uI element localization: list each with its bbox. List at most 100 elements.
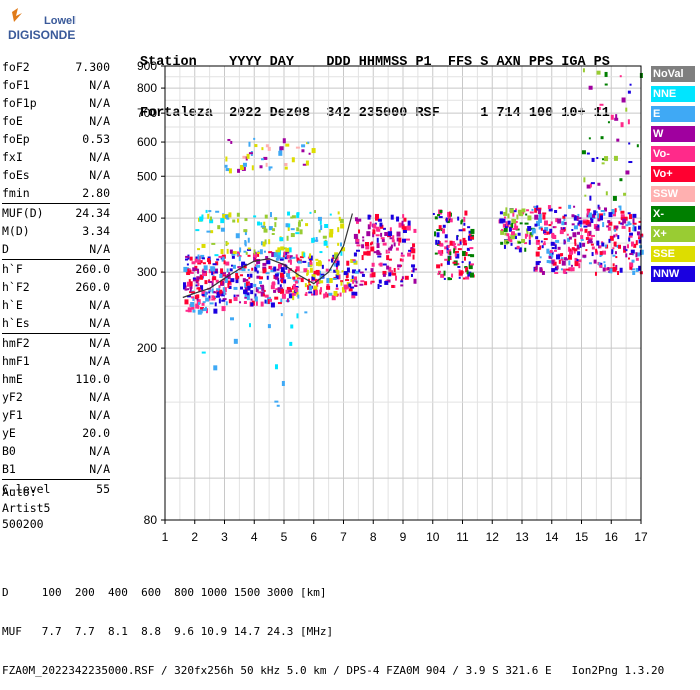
- echo-point: [197, 254, 200, 260]
- echo-point: [438, 216, 443, 219]
- echo-point: [302, 260, 307, 263]
- echo-point: [335, 287, 339, 290]
- echo-point: [411, 270, 414, 273]
- echo-point: [386, 279, 391, 283]
- echo-point: [546, 260, 550, 264]
- echo-point: [247, 248, 252, 251]
- echo-point: [571, 214, 575, 218]
- logo-top-text: Lowell: [44, 15, 76, 27]
- echo-point: [202, 262, 206, 265]
- echo-point: [505, 207, 508, 213]
- echo-point: [220, 291, 225, 297]
- echo-point: [591, 157, 595, 162]
- echo-point: [598, 206, 601, 210]
- echo-point: [344, 289, 347, 293]
- param-name: h`E: [2, 298, 23, 312]
- echo-point: [447, 244, 450, 248]
- echo-point: [465, 252, 468, 257]
- echo-point: [561, 260, 566, 266]
- echo-point: [335, 269, 339, 272]
- echo-point: [247, 254, 251, 257]
- echo-point: [227, 282, 230, 288]
- echo-point: [365, 244, 370, 250]
- echo-point: [249, 273, 253, 278]
- echo-point: [265, 162, 268, 167]
- echo-point: [220, 227, 225, 232]
- echo-point: [274, 222, 277, 228]
- echo-point: [574, 238, 577, 244]
- y-tick-label: 80: [144, 513, 158, 527]
- echo-point: [517, 209, 522, 214]
- echo-point: [516, 214, 519, 220]
- echo-point: [563, 214, 567, 217]
- echo-point: [296, 212, 300, 216]
- echo-point: [262, 262, 267, 266]
- echo-point: [557, 218, 562, 224]
- echo-point: [269, 212, 272, 218]
- echo-point: [454, 251, 457, 257]
- echo-point: [240, 164, 245, 170]
- param-row: h`Es N/A: [2, 314, 110, 332]
- echo-point: [592, 213, 596, 218]
- echo-point: [243, 289, 248, 294]
- echo-point: [366, 231, 371, 237]
- echo-point: [268, 166, 271, 171]
- echo-point: [214, 268, 218, 274]
- echo-point: [231, 253, 236, 256]
- param-row: B1 N/A: [2, 460, 110, 478]
- echo-point: [597, 217, 601, 222]
- echo-point: [461, 261, 464, 264]
- echo-point: [622, 218, 627, 224]
- autoscale-info: Auto: Artist5 500200: [2, 484, 50, 532]
- echo-point: [200, 254, 205, 259]
- echo-point: [540, 227, 543, 231]
- echo-point: [248, 277, 251, 280]
- echo-point: [199, 216, 204, 222]
- echo-point: [336, 265, 339, 271]
- echo-point: [576, 244, 580, 250]
- echo-point: [598, 262, 601, 267]
- echo-point: [201, 351, 206, 354]
- echo-point: [303, 252, 306, 258]
- echo-point: [606, 225, 610, 228]
- x-tick-label: 9: [400, 530, 407, 544]
- echo-point: [400, 252, 403, 255]
- echo-point: [394, 275, 397, 281]
- echo-point: [613, 211, 617, 217]
- echo-point: [253, 137, 256, 140]
- echo-point: [291, 215, 296, 219]
- echo-point: [512, 237, 515, 240]
- echo-point: [188, 279, 191, 283]
- echo-point: [393, 242, 396, 247]
- echo-point: [265, 256, 269, 260]
- echo-point: [499, 211, 503, 215]
- autoscale-label: Auto:: [2, 485, 37, 499]
- echo-point: [322, 235, 327, 239]
- echo-point: [286, 251, 290, 254]
- echo-point: [288, 293, 293, 299]
- echo-point: [503, 216, 506, 219]
- echo-point: [340, 223, 345, 229]
- echo-point: [211, 288, 214, 294]
- echo-point: [537, 247, 541, 251]
- echo-point: [623, 192, 627, 196]
- echo-point: [597, 261, 600, 265]
- echo-point: [232, 251, 237, 255]
- echo-point: [537, 260, 541, 263]
- echo-point: [604, 264, 607, 268]
- echo-point: [566, 233, 569, 236]
- legend-item-sse: SSE: [651, 246, 695, 262]
- echo-point: [271, 232, 275, 235]
- echo-point: [635, 267, 639, 272]
- echo-point: [308, 280, 311, 286]
- echo-point: [276, 404, 280, 407]
- echo-point: [239, 247, 242, 253]
- echo-point: [293, 279, 298, 282]
- echo-point: [546, 231, 550, 235]
- param-value: 0.53: [82, 132, 110, 146]
- echo-point: [197, 283, 200, 287]
- param-name: h`Es: [2, 316, 30, 330]
- echo-point: [308, 291, 313, 294]
- echo-point: [274, 296, 279, 300]
- echo-point: [204, 280, 208, 285]
